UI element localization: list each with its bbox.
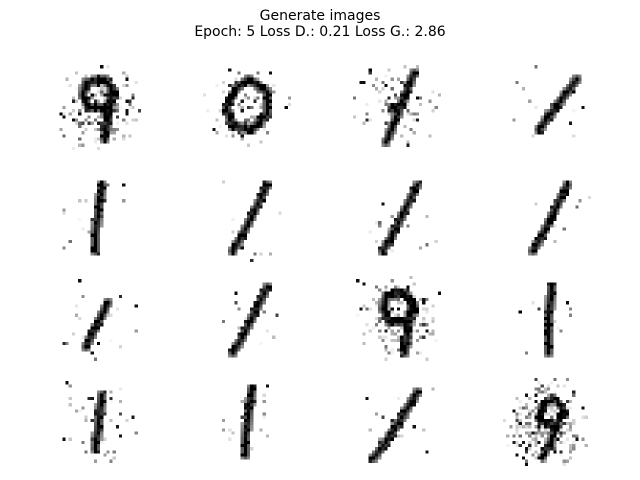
generated-image xyxy=(353,62,441,150)
digit-image xyxy=(221,282,279,358)
digit-image xyxy=(528,180,591,256)
generated-image xyxy=(53,378,141,466)
digit-image xyxy=(512,65,585,138)
figure-title: Generate images xyxy=(259,8,381,24)
generated-image xyxy=(203,62,291,150)
generated-image xyxy=(503,174,591,262)
generated-image xyxy=(353,276,441,364)
generated-image xyxy=(53,174,141,262)
digit-image xyxy=(503,378,588,466)
digit-image xyxy=(62,180,126,256)
generated-image xyxy=(53,62,141,150)
generated-image xyxy=(503,378,591,466)
digit-image xyxy=(368,180,438,256)
digit-image xyxy=(365,387,435,463)
digit-image xyxy=(203,68,291,147)
digit-image xyxy=(62,279,138,361)
digit-image xyxy=(59,65,141,150)
digit-image xyxy=(62,381,138,463)
generated-image xyxy=(353,378,441,466)
figure-subtitle: Epoch: 5 Loss D.: 0.21 Loss G.: 2.86 xyxy=(194,24,446,40)
digit-image xyxy=(221,384,269,460)
generated-image xyxy=(203,174,291,262)
generated-image xyxy=(353,174,441,262)
generated-image xyxy=(503,276,591,364)
generated-image xyxy=(503,62,591,150)
digit-image xyxy=(221,180,282,262)
generated-image xyxy=(203,276,291,364)
generated-image xyxy=(203,378,291,466)
digit-image xyxy=(353,65,441,147)
digit-image xyxy=(518,282,573,358)
generated-image xyxy=(53,276,141,364)
digit-image xyxy=(356,276,441,361)
